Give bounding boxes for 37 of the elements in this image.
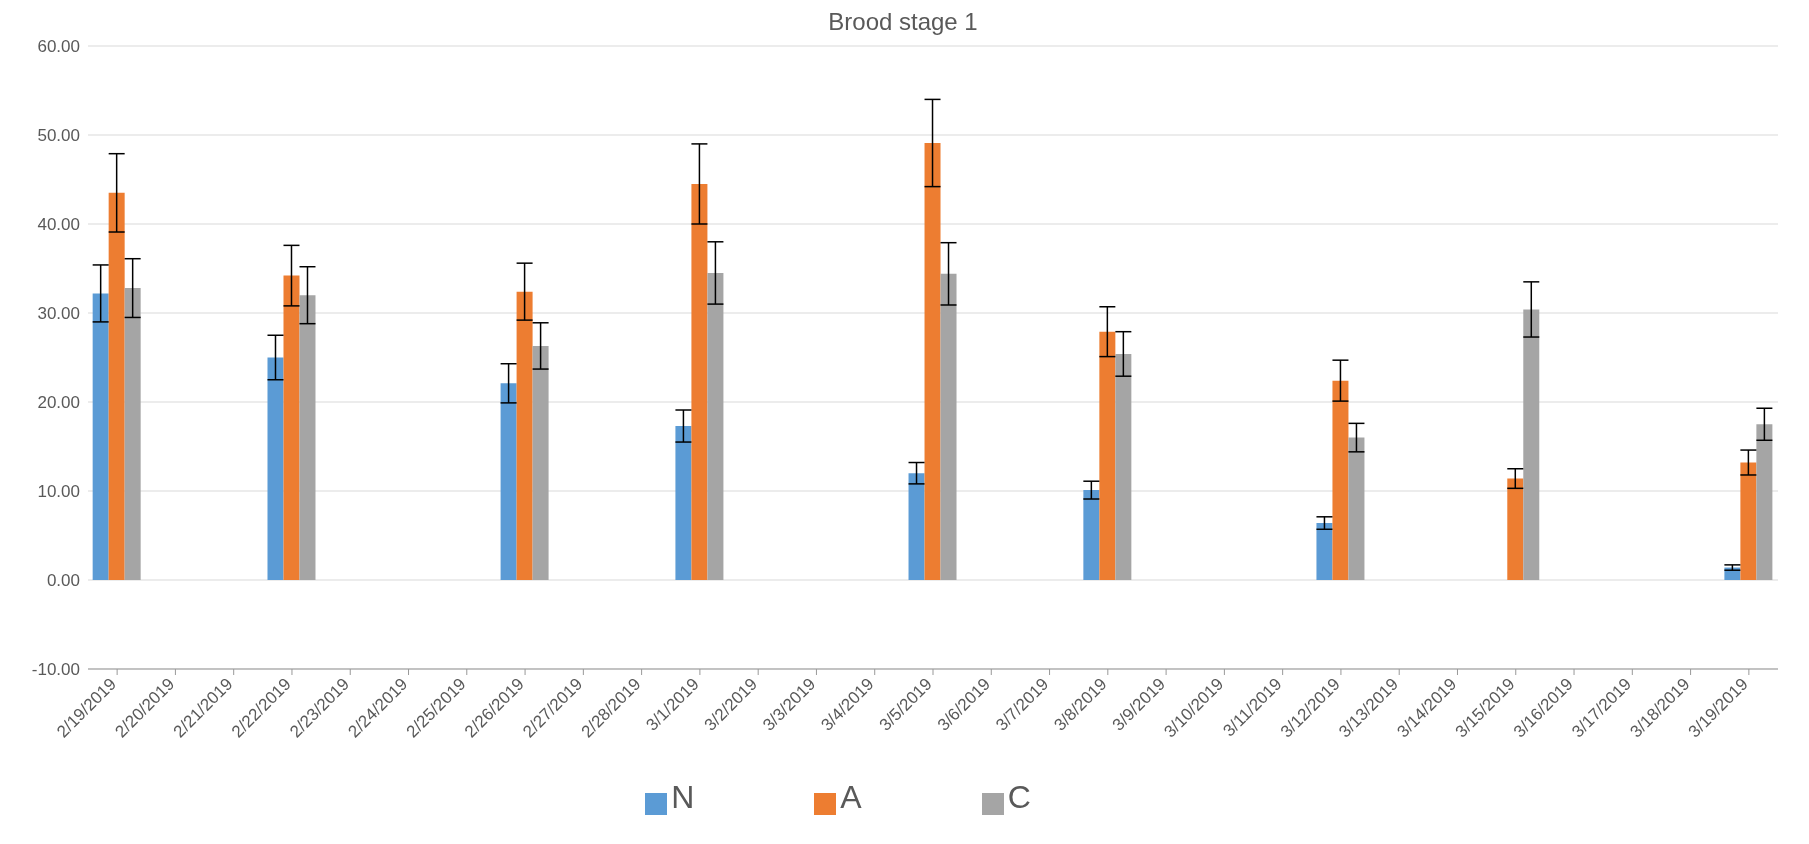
y-tick-label: 30.00 [37,304,80,324]
bar [908,473,925,580]
bar [940,273,957,580]
bar [283,275,300,580]
y-tick-label: -10.00 [31,660,80,680]
y-tick-label: 20.00 [37,393,80,413]
bar [1332,380,1349,580]
bar [1099,331,1116,580]
bar [1523,309,1540,580]
bar [124,288,141,580]
y-tick-label: 50.00 [37,126,80,146]
bar [707,272,724,580]
y-tick-label: 60.00 [37,37,80,57]
legend-label: N [671,779,695,815]
y-tick-label: 40.00 [37,215,80,235]
chart-title: Brood stage 1 [827,8,979,36]
bar [675,426,692,580]
bar [1348,437,1365,580]
bar [924,143,941,580]
bar [1756,424,1773,580]
bar [1115,353,1132,580]
y-tick-label: 10.00 [37,482,80,502]
legend-label: A [840,779,862,815]
bar [1083,490,1100,580]
bar [532,345,549,580]
bar [1316,523,1333,580]
bar [691,183,708,580]
bar [1740,462,1757,580]
legend-label: C [1007,779,1031,815]
bar [500,383,517,580]
bar [92,293,109,580]
bar [299,295,316,580]
bar [516,291,533,580]
bar [267,357,284,580]
y-tick-label: 0.00 [46,571,80,591]
bar [1507,478,1524,580]
bar [108,192,125,580]
